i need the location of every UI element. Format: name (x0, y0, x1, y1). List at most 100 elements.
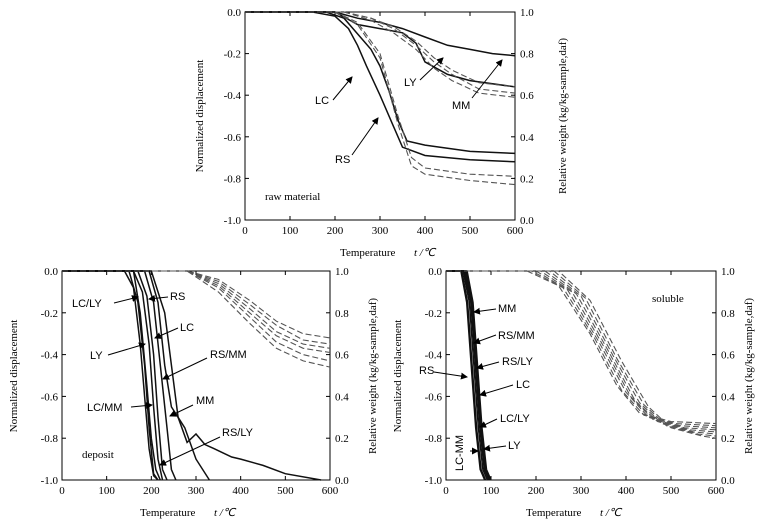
y-right-tick-label: 0.6 (721, 350, 735, 362)
x-tick-label: 400 (618, 485, 635, 497)
y-left-tick-label: -0.8 (41, 433, 59, 445)
y-right-tick-label: 0.0 (721, 475, 735, 487)
series-line-weight-10 (446, 270, 717, 429)
y-left-tick-label: -0.4 (425, 350, 443, 362)
x-tick-label: 600 (507, 225, 524, 237)
series-line-weight-14 (446, 270, 717, 437)
annotation-rs: RS (419, 365, 434, 377)
x-axis-label: Temperature (526, 507, 582, 519)
x-axis-label: Temperature (340, 247, 396, 259)
x-tick-label: 300 (573, 485, 590, 497)
x-axis-unit: t /℃ (214, 507, 237, 519)
series-line-weight-13 (62, 270, 331, 368)
y-left-tick-label: -1.0 (224, 215, 242, 227)
x-tick-label: 100 (483, 485, 500, 497)
annotation-lc: LC (180, 322, 194, 334)
y-right-axis-label: Relative weight (kg/kg-sample,daf) (367, 298, 379, 454)
series-line-mm (62, 270, 211, 481)
series-line-weight-15 (446, 270, 717, 439)
x-tick-label: 400 (232, 485, 249, 497)
annotation-arrow (159, 436, 221, 466)
y-right-tick-label: 0.2 (335, 433, 349, 445)
series-line-weight-9 (62, 270, 331, 345)
x-tick-label: 0 (242, 225, 248, 237)
annotation-ly: LY (508, 440, 521, 452)
annotation-arrow (473, 307, 497, 315)
x-tick-label: 0 (59, 485, 65, 497)
x-tick-label: 500 (462, 225, 479, 237)
annotation-lc-mm: LC/MM (87, 402, 122, 414)
annotation-rs-mm: RS/MM (210, 349, 247, 361)
series-line-weight-12 (62, 270, 331, 362)
y-right-tick-label: 1.0 (721, 266, 735, 278)
series-line-weight-13 (446, 270, 717, 435)
x-tick-label: 100 (282, 225, 299, 237)
annotation-rs-ly: RS/LY (502, 356, 534, 368)
y-right-tick-label: 0.4 (520, 132, 534, 144)
series-line-weight-8 (446, 270, 717, 425)
annotation-rs: RS (335, 154, 350, 166)
annotation-arrow (154, 327, 179, 339)
series-line-weight-12 (446, 270, 717, 433)
x-tick-label: 600 (322, 485, 339, 497)
y-left-tick-label: 0.0 (428, 266, 442, 278)
annotation-arrow (419, 57, 444, 81)
y-right-tick-label: 0.6 (520, 90, 534, 102)
x-tick-label: 100 (98, 485, 115, 497)
x-tick-label: 200 (143, 485, 160, 497)
annotation-mm: MM (498, 303, 516, 315)
y-left-tick-label: 0.0 (44, 266, 58, 278)
y-left-tick-label: -0.6 (425, 391, 443, 403)
annotation-arrow (476, 361, 500, 370)
series-line-mm (245, 11, 516, 57)
chart-raw-material: 0 100 200 300 400 500 6000.0-0.2-0.4-0.6-0.8-1… (194, 7, 569, 259)
y-right-tick-label: 0.0 (335, 475, 349, 487)
annotation-arrow (113, 295, 139, 304)
y-right-axis-label: Relative weight (kg/kg-sample,daf) (557, 38, 569, 194)
annotation-arrow (433, 371, 468, 380)
series-line-weight-10 (62, 270, 331, 349)
series-line-weight-4 (245, 11, 516, 177)
y-right-tick-label: 0.8 (520, 49, 534, 61)
panel-label: deposit (82, 449, 114, 461)
annotation-arrow (473, 334, 497, 345)
annotation-ly: LY (404, 77, 417, 89)
y-left-axis-label: Normalized displacement (8, 320, 20, 433)
annotation-arrow (332, 76, 353, 101)
annotation-lc: LC (516, 379, 530, 391)
x-axis-unit: t /℃ (600, 507, 623, 519)
annotation-arrow (351, 117, 379, 156)
annotation-arrow (479, 384, 514, 397)
annotation-arrow (107, 342, 146, 356)
annotation-arrow (130, 402, 153, 410)
y-right-tick-label: 0.4 (721, 391, 735, 403)
annotation-rs-ly: RS/LY (222, 427, 254, 439)
annotation-arrow (169, 404, 194, 417)
y-right-tick-label: 0.0 (520, 215, 534, 227)
annotation-arrow (148, 294, 169, 302)
annotation-lc-ly: LC/LY (500, 413, 530, 425)
y-left-tick-label: -1.0 (425, 475, 443, 487)
x-tick-label: 500 (663, 485, 680, 497)
annotation-mm: MM (452, 100, 470, 112)
x-tick-label: 600 (708, 485, 725, 497)
annotation-mm: MM (196, 395, 214, 407)
y-left-tick-label: -1.0 (41, 475, 59, 487)
x-tick-label: 200 (528, 485, 545, 497)
series-line-weight-11 (446, 270, 717, 431)
annotation-arrow (471, 59, 503, 99)
series-line-weight-8 (62, 270, 331, 339)
series-line-weight-7 (245, 11, 516, 98)
chart-deposit: 0 100 200 300 400 500 6000.0-0.2-0.4-0.6-0.8-1… (8, 266, 379, 519)
y-left-tick-label: -0.2 (41, 308, 58, 320)
annotation-lc-ly: LC/LY (72, 298, 102, 310)
annotation-lc-mm: LC-MM (454, 435, 466, 471)
y-left-tick-label: 0.0 (227, 7, 241, 19)
annotation-ly: LY (90, 350, 103, 362)
annotation-arrow (162, 357, 208, 380)
y-left-tick-label: -0.2 (425, 308, 442, 320)
annotation-rs: RS (170, 291, 185, 303)
x-tick-label: 400 (417, 225, 434, 237)
panel-label: raw material (265, 191, 320, 203)
y-right-tick-label: 0.6 (335, 350, 349, 362)
